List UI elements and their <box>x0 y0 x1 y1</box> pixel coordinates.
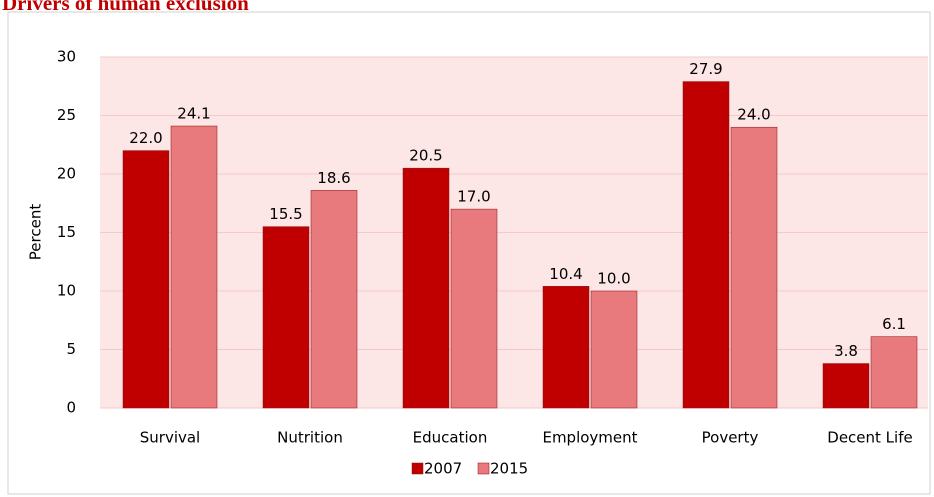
bar <box>122 150 170 409</box>
data-label: 18.6 <box>317 169 350 187</box>
x-tick-label: Employment <box>542 429 637 447</box>
data-label: 20.5 <box>409 147 442 165</box>
data-label: 17.0 <box>457 188 490 206</box>
bar <box>402 167 450 409</box>
y-tick-label: 10 <box>57 282 76 300</box>
bar <box>262 226 310 409</box>
y-tick-label: 30 <box>57 48 76 66</box>
bar <box>730 126 778 409</box>
y-tick-label: 20 <box>57 165 76 183</box>
data-label: 6.1 <box>882 315 906 333</box>
y-tick-label: 0 <box>66 399 76 417</box>
bar <box>682 81 730 409</box>
x-tick-label: Nutrition <box>277 429 343 447</box>
bar <box>822 363 870 409</box>
y-tick-label: 25 <box>57 106 76 124</box>
bar <box>870 336 918 409</box>
y-axis-label: Percent <box>27 204 45 261</box>
data-label: 10.0 <box>597 270 630 288</box>
legend-swatch <box>411 462 424 475</box>
data-label: 24.1 <box>177 105 210 123</box>
data-label: 3.8 <box>834 342 858 360</box>
chart-title: Drivers of human exclusion <box>2 0 249 15</box>
data-label: 27.9 <box>689 60 722 78</box>
x-tick-label: Education <box>413 429 488 447</box>
x-tick-label: Survival <box>140 429 200 447</box>
legend-swatch <box>477 462 490 475</box>
bar <box>310 190 358 409</box>
legend-label: 2007 <box>424 460 462 478</box>
y-tick-label: 5 <box>66 340 76 358</box>
bar <box>170 125 218 409</box>
data-label: 15.5 <box>269 205 302 223</box>
data-label: 10.4 <box>549 265 582 283</box>
legend-label: 2015 <box>490 460 528 478</box>
x-tick-label: Poverty <box>702 429 759 447</box>
data-label: 22.0 <box>129 129 162 147</box>
bar <box>450 208 498 409</box>
data-label: 24.0 <box>737 106 770 124</box>
bar <box>542 286 590 409</box>
y-tick-label: 15 <box>57 223 76 241</box>
x-tick-label: Decent Life <box>827 429 912 447</box>
bar <box>590 290 638 409</box>
